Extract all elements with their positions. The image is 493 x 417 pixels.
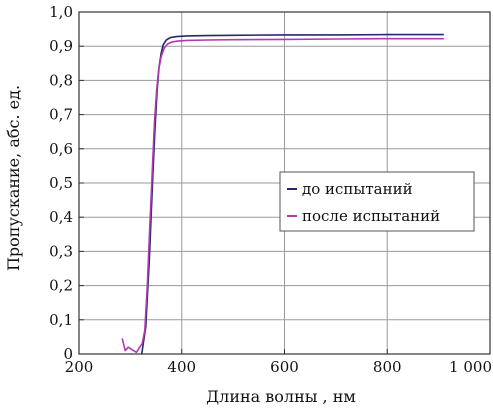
legend-label-after: после испытаний xyxy=(302,207,440,225)
x-tick-label: 1 000 xyxy=(449,358,492,376)
y-axis-label: Пропускание, абс. ед. xyxy=(4,85,23,271)
y-tick-label: 1,0 xyxy=(49,3,73,21)
y-tick-label: 0,5 xyxy=(49,174,73,192)
series-layer xyxy=(121,33,444,355)
y-tick-label: 0,1 xyxy=(49,311,73,329)
ticks-layer: 0 0,1 0,2 0,3 0,4 0,5 0,6 0,7 0,8 0,9 1,0 200 400 600… xyxy=(49,3,492,376)
legend: до испытаний после испытаний xyxy=(279,171,475,232)
y-tick-label: 0,8 xyxy=(49,71,73,89)
x-tick-label: 400 xyxy=(167,358,196,376)
y-tick-label: 0,9 xyxy=(49,37,73,55)
y-tick-label: 0,4 xyxy=(49,208,73,226)
x-tick-label: 600 xyxy=(270,358,299,376)
y-tick-label: 0,7 xyxy=(49,106,73,124)
series-line-after xyxy=(121,37,444,354)
y-tick-label: 0 xyxy=(63,345,73,363)
x-axis-label: Длина волны , нм xyxy=(206,387,356,406)
x-tick-label: 200 xyxy=(65,358,94,376)
y-tick-label: 0,2 xyxy=(49,277,73,295)
y-tick-label: 0,3 xyxy=(49,242,73,260)
y-tick-label: 0,6 xyxy=(49,140,73,158)
legend-label-before: до испытаний xyxy=(302,180,413,198)
x-tick-label: 800 xyxy=(373,358,402,376)
legend-box xyxy=(279,171,475,232)
